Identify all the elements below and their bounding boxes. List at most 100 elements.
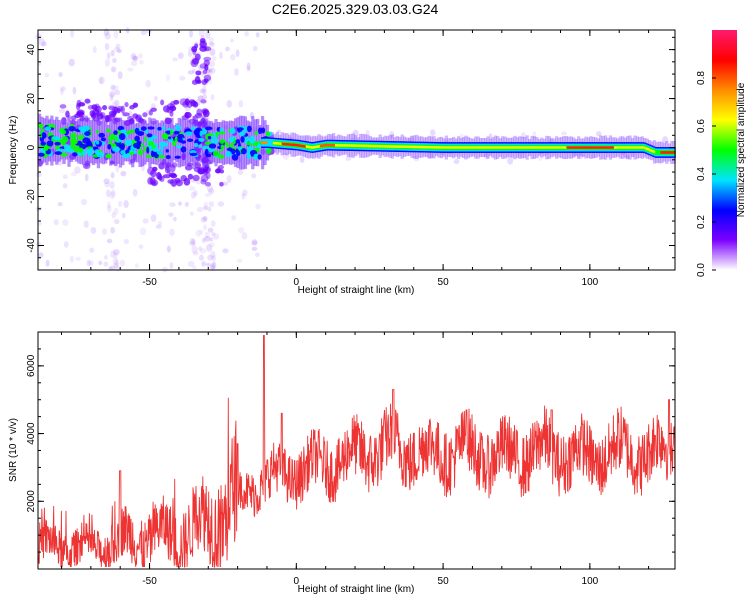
spectrogram-cell [40,141,46,146]
spectrogram-cell [409,145,413,149]
spectrogram-cell [237,146,243,150]
spectrogram-cell [137,148,144,156]
spectrogram-cell [184,98,190,106]
spectrogram-cell [184,164,193,171]
spectrogram-cell [298,144,301,147]
spectrogram-cell [488,133,493,141]
spectrogram-cell [130,60,138,67]
spectrogram-cell [356,144,359,147]
spectrogram-cell [128,151,135,155]
spectrogram-cell [219,169,225,174]
spectrogram-cell [130,53,137,61]
spectrogram-cell [577,152,584,160]
spectrogram-cell [451,146,455,149]
spectrogram-cell [366,144,370,148]
spectrogram-cell [166,103,175,110]
spectrogram-cell [157,220,163,226]
spectrogram-cell [292,143,294,147]
spectrogram-cell [44,73,50,78]
spectrogram-cell [192,265,197,270]
spectrogram-cell [70,29,75,38]
colorbar-tick-label: 0.0 [696,263,707,277]
spectrogram-cell [246,152,251,160]
spectrogram-cell [349,144,352,147]
spectrogram-cell [113,46,121,53]
spectrogram-cell [235,49,240,58]
spectrogram-cell [585,146,588,149]
spectrogram-cell [175,123,179,163]
spectrogram-cell [156,150,163,155]
spectrogram-cell [60,152,68,157]
spectrogram-cell [38,252,44,259]
spectrogram-cell [642,146,645,149]
spectrogram-cell [383,145,387,148]
spectrogram-cell [53,219,59,226]
spectrogram-cell [147,126,155,130]
spectrogram-cell [211,56,217,61]
spectrogram-cell [559,146,562,149]
spectrogram-cell [545,146,548,149]
spectrogram-cell [152,166,158,172]
spectrogram-cell [371,144,375,148]
spectrogram-cell [190,100,197,107]
spectrogram-cell [624,154,630,160]
spectrogram-cell [494,146,498,149]
spectrogram-cell [98,76,105,85]
spectrogram-cell [98,132,105,138]
spectrogram-cell [70,138,78,145]
spectrogram-cell [288,143,291,146]
spectrogram-cell [54,151,63,155]
spectrogram-cell [165,149,169,153]
spectrogram-cell [572,146,575,149]
spectrogram-cell [255,32,260,38]
spectrogram-cell [169,178,178,187]
spectrogram-cell [240,136,245,143]
spectrogram-cell [187,260,195,267]
spectrogram-cell [206,244,213,252]
spectrogram-cell [302,144,305,148]
spectrogram-cell [282,152,290,161]
spectrogram-cell [162,126,166,131]
spectrogram-cell [90,227,97,234]
spectrogram-cell [198,29,205,37]
spectrogram-cell [612,146,616,149]
spectrogram-cell [84,130,91,136]
spectrogram-cell [113,251,118,259]
spectrogram-cell [623,146,626,149]
spectrogram-cell [56,148,65,152]
spectrogram-cell [45,259,50,267]
spectrogram-cell [231,214,237,221]
spectrogram-cell [566,146,569,149]
spectrogram-cell [102,105,108,111]
spectrogram-cell [637,146,640,149]
spectrogram-cell [553,146,557,149]
spectrogram-cell [274,142,278,145]
spectrogram-cell [219,51,223,60]
spectrogram-cell [211,261,217,269]
spectrogram-cell [284,142,287,146]
spectrogram-cell [112,85,119,91]
spectrogram-cell [482,146,486,149]
spectrogram-cell [106,52,111,60]
spectrogram-cell [203,201,209,207]
spectrogram-cell [505,146,508,149]
spectrogram-cell [63,241,69,248]
spectrogram-cell [546,146,550,149]
spectrogram-cell [294,143,296,147]
spectrogram-cell [175,124,182,132]
spectrogram-cell [226,143,230,149]
spectrogram-frame [37,29,676,271]
snr-line [37,334,676,568]
spectrogram-cell [628,146,631,149]
spectrogram-cell [108,105,116,111]
spectrogram-cell [577,146,580,149]
spectrogram-cell [166,245,171,253]
spectrogram-cell [164,166,171,174]
spectrogram-cell [618,146,621,149]
spectrogram-cell [395,145,399,148]
spectrogram-cell [173,216,177,222]
spectrogram-cell [142,112,148,118]
spectrogram-cell [244,31,249,37]
spectrogram-cell [198,138,205,143]
spectrogram-cell [357,144,361,147]
